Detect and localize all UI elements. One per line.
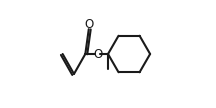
Text: O: O	[93, 48, 102, 60]
Text: O: O	[84, 18, 93, 31]
